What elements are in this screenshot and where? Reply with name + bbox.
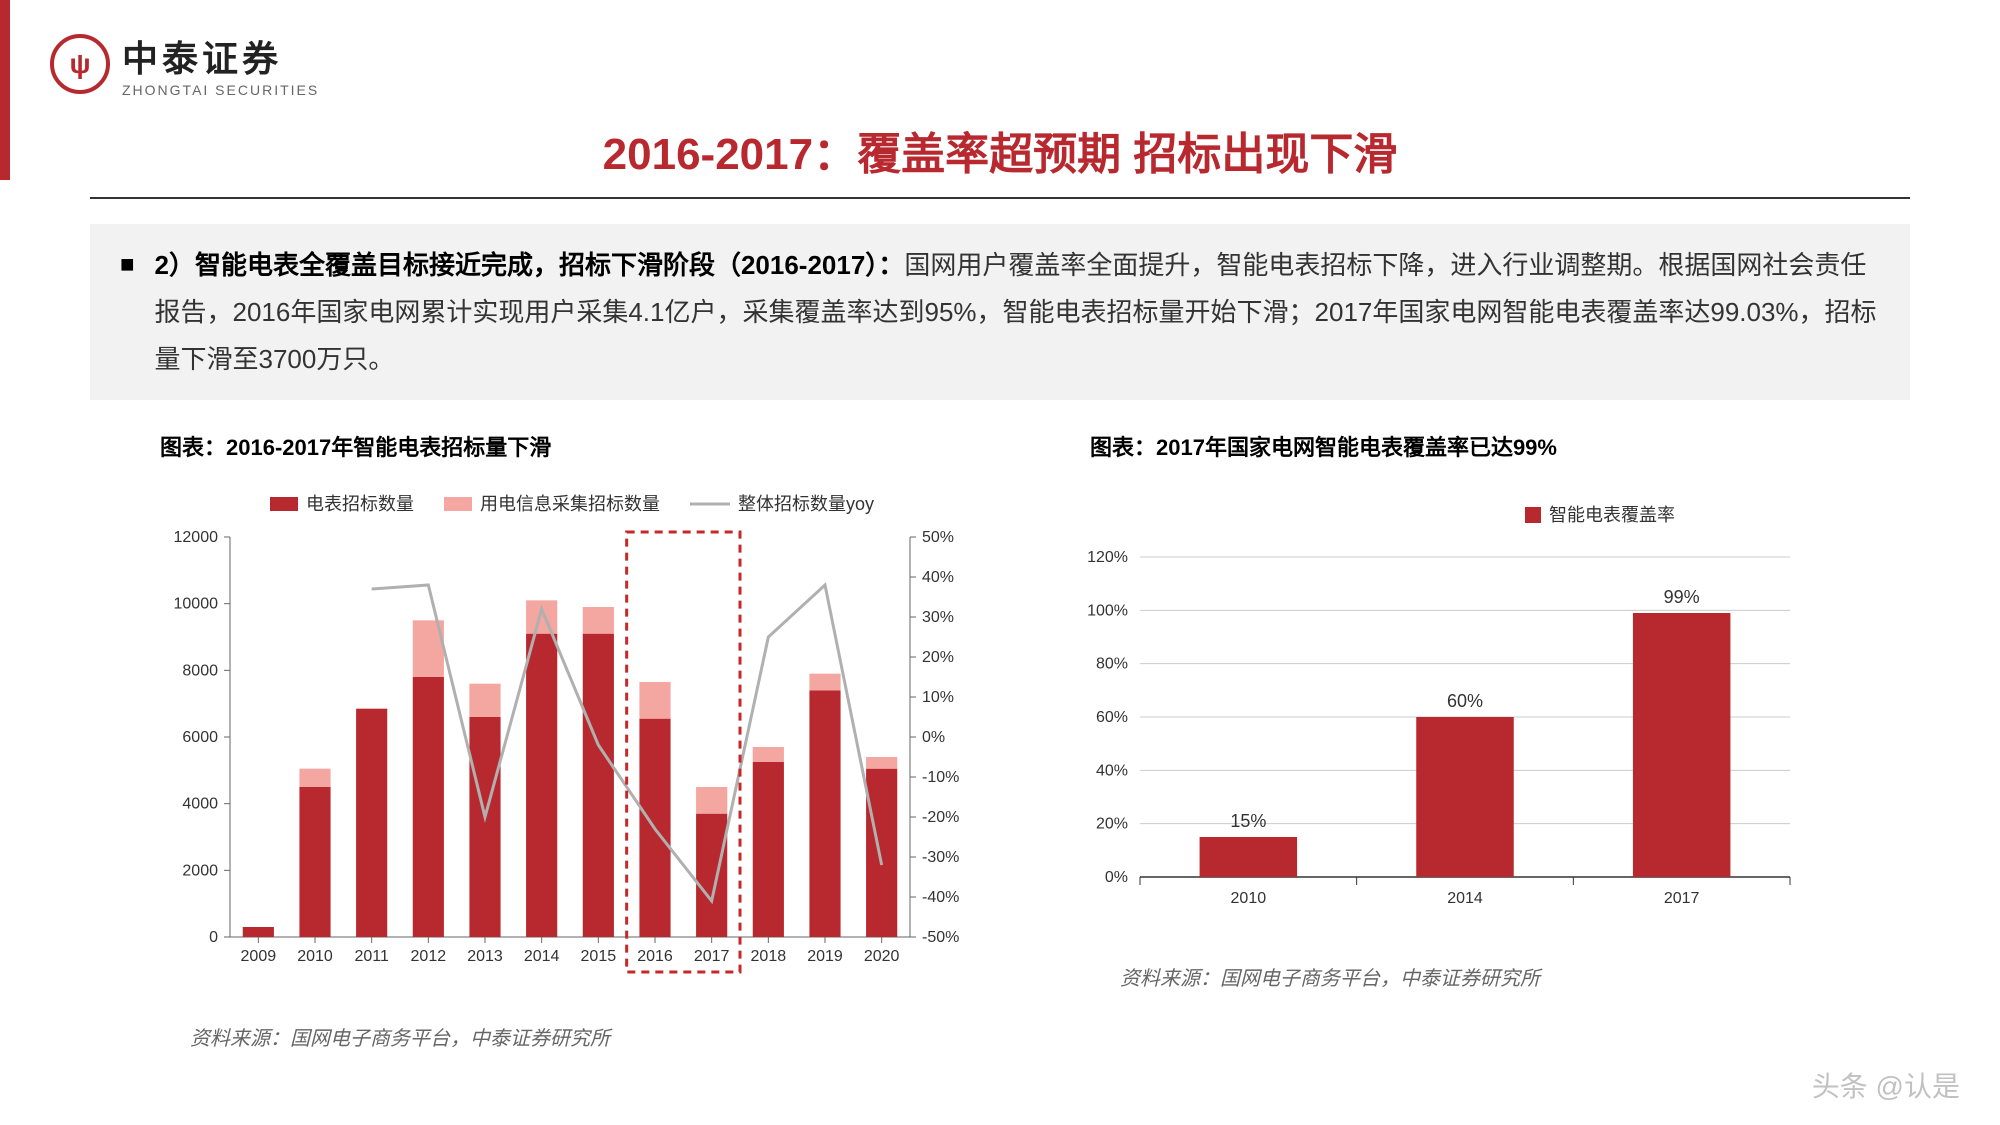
svg-text:2009: 2009 xyxy=(241,948,277,965)
svg-text:20%: 20% xyxy=(1096,816,1128,833)
svg-text:2020: 2020 xyxy=(864,948,900,965)
svg-text:2017: 2017 xyxy=(694,948,730,965)
logo-block: ψ 中泰证券 ZHONGTAI SECURITIES xyxy=(50,30,1950,98)
svg-text:2018: 2018 xyxy=(751,948,787,965)
svg-text:0: 0 xyxy=(209,929,218,946)
svg-text:2011: 2011 xyxy=(354,948,389,965)
charts-row: 图表：2016-2017年智能电表招标量下滑 电表招标数量 用电信息采集招标数量 整… xyxy=(110,430,1890,1051)
chart1-source: 资料来源：国网电子商务平台，中泰证券研究所 xyxy=(190,1022,990,1051)
svg-text:4000: 4000 xyxy=(182,796,218,813)
svg-text:用电信息采集招标数量: 用电信息采集招标数量 xyxy=(480,494,660,514)
svg-text:整体招标数量yoy: 整体招标数量yoy xyxy=(738,494,874,514)
svg-text:6000: 6000 xyxy=(182,729,218,746)
svg-text:-20%: -20% xyxy=(922,809,959,826)
svg-text:15%: 15% xyxy=(1230,811,1266,831)
svg-text:2015: 2015 xyxy=(581,948,617,965)
svg-text:2013: 2013 xyxy=(467,948,503,965)
svg-text:-30%: -30% xyxy=(922,849,959,866)
body-lead: 2）智能电表全覆盖目标接近完成，招标下滑阶段（2016-2017）： xyxy=(155,250,905,280)
svg-text:0%: 0% xyxy=(922,729,945,746)
chart1-panel: 图表：2016-2017年智能电表招标量下滑 电表招标数量 用电信息采集招标数量 整… xyxy=(110,430,990,1051)
svg-text:100%: 100% xyxy=(1087,603,1128,620)
watermark: 头条 @认是 xyxy=(1812,1065,1960,1105)
title-underline xyxy=(90,197,1910,199)
svg-text:电表招标数量: 电表招标数量 xyxy=(306,494,414,514)
chart2-panel: 图表：2017年国家电网智能电表覆盖率已达99% 智能电表覆盖率 0% 20% 40%… xyxy=(1040,430,1890,1051)
svg-text:60%: 60% xyxy=(1096,709,1128,726)
svg-text:10%: 10% xyxy=(922,689,954,706)
page-title: 2016-2017：覆盖率超预期 招标出现下滑 xyxy=(50,118,1950,182)
svg-text:2010: 2010 xyxy=(297,948,333,965)
svg-text:10000: 10000 xyxy=(174,596,219,613)
chart1-svg: 电表招标数量 用电信息采集招标数量 整体招标数量yoy 0 2000 4000 6000 80… xyxy=(110,477,990,997)
svg-text:2017: 2017 xyxy=(1664,890,1700,907)
chart2-title: 图表：2017年国家电网智能电表覆盖率已达99% xyxy=(1090,430,1890,462)
svg-text:2016: 2016 xyxy=(637,948,673,965)
chart1-title: 图表：2016-2017年智能电表招标量下滑 xyxy=(160,430,990,462)
svg-text:2012: 2012 xyxy=(411,948,447,965)
svg-text:2010: 2010 xyxy=(1231,890,1267,907)
svg-text:50%: 50% xyxy=(922,529,954,546)
svg-text:-10%: -10% xyxy=(922,769,959,786)
svg-text:2019: 2019 xyxy=(807,948,843,965)
logo-icon: ψ xyxy=(50,34,110,94)
svg-text:80%: 80% xyxy=(1096,656,1128,673)
logo-cn: 中泰证券 xyxy=(122,30,319,82)
svg-text:2000: 2000 xyxy=(182,863,218,880)
svg-text:40%: 40% xyxy=(922,569,954,586)
svg-text:20%: 20% xyxy=(922,649,954,666)
svg-text:2014: 2014 xyxy=(524,948,560,965)
chart2-source: 资料来源：国网电子商务平台，中泰证券研究所 xyxy=(1120,962,1890,991)
svg-text:-40%: -40% xyxy=(922,889,959,906)
svg-text:30%: 30% xyxy=(922,609,954,626)
body-text-block: ■ 2）智能电表全覆盖目标接近完成，招标下滑阶段（2016-2017）：国网用户… xyxy=(90,224,1910,400)
left-accent-bar xyxy=(0,0,10,180)
svg-text:0%: 0% xyxy=(1105,869,1128,886)
svg-text:60%: 60% xyxy=(1447,691,1483,711)
svg-text:40%: 40% xyxy=(1096,763,1128,780)
body-text: 2）智能电表全覆盖目标接近完成，招标下滑阶段（2016-2017）：国网用户覆盖… xyxy=(155,242,1881,382)
svg-text:智能电表覆盖率: 智能电表覆盖率 xyxy=(1549,505,1675,525)
bullet-icon: ■ xyxy=(120,246,135,382)
svg-text:12000: 12000 xyxy=(174,529,219,546)
svg-text:8000: 8000 xyxy=(182,663,218,680)
svg-text:99%: 99% xyxy=(1664,587,1700,607)
svg-text:-50%: -50% xyxy=(922,929,959,946)
svg-text:120%: 120% xyxy=(1087,549,1128,566)
svg-text:2014: 2014 xyxy=(1447,890,1483,907)
chart2-svg: 智能电表覆盖率 0% 20% 40% 60% 80% 100% 120% 15% 2010 60% 2… xyxy=(1040,477,1860,937)
logo-en: ZHONGTAI SECURITIES xyxy=(122,82,319,98)
